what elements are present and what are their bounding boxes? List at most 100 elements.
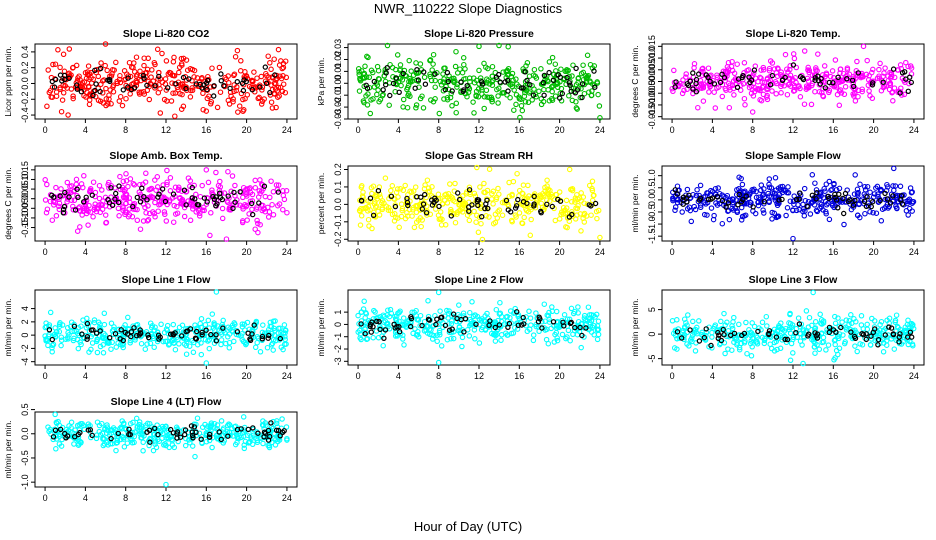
black-data-point xyxy=(134,194,140,201)
data-point xyxy=(521,214,527,221)
data-point xyxy=(504,321,511,327)
x-tick-label: 4 xyxy=(396,125,401,135)
data-point xyxy=(864,57,870,64)
black-data-point xyxy=(155,194,161,200)
data-point xyxy=(533,75,540,81)
data-point xyxy=(211,322,218,328)
data-point xyxy=(143,170,149,177)
data-point xyxy=(470,99,476,105)
data-point xyxy=(846,321,852,328)
data-point xyxy=(514,170,520,177)
data-point xyxy=(106,92,112,98)
data-point xyxy=(379,200,385,206)
data-point xyxy=(709,188,716,195)
black-data-point xyxy=(716,332,722,338)
black-data-point xyxy=(178,333,185,339)
data-point xyxy=(591,332,597,338)
data-point xyxy=(910,342,916,349)
data-point xyxy=(788,340,795,347)
data-point xyxy=(752,210,759,217)
data-point xyxy=(49,84,56,90)
data-point xyxy=(132,429,138,435)
data-point xyxy=(71,328,77,335)
data-point xyxy=(812,319,819,325)
black-data-point xyxy=(232,199,238,205)
data-point xyxy=(102,212,109,218)
data-point xyxy=(714,72,720,78)
data-point xyxy=(208,422,215,428)
data-point xyxy=(93,435,100,442)
x-tick-label: 8 xyxy=(436,125,441,135)
data-point xyxy=(191,67,198,74)
data-point xyxy=(133,73,140,79)
data-point xyxy=(75,345,82,352)
data-point xyxy=(266,444,273,451)
data-point xyxy=(392,211,398,217)
black-data-point xyxy=(374,318,380,324)
black-data-point xyxy=(568,88,574,94)
data-point xyxy=(547,198,553,204)
data-point xyxy=(490,331,497,338)
data-point xyxy=(523,63,529,69)
data-point xyxy=(758,187,764,194)
data-point xyxy=(69,328,75,335)
black-data-point xyxy=(841,210,847,217)
black-data-point xyxy=(719,197,726,204)
data-point xyxy=(858,313,865,319)
data-point xyxy=(460,310,467,316)
data-point xyxy=(889,89,895,96)
data-point xyxy=(434,332,440,338)
data-point xyxy=(244,319,251,326)
data-point xyxy=(456,324,463,331)
data-point xyxy=(825,342,832,348)
data-point xyxy=(386,102,392,108)
data-point xyxy=(748,338,754,344)
data-point xyxy=(152,61,158,68)
data-point xyxy=(379,92,386,99)
data-point xyxy=(756,194,762,201)
data-point xyxy=(370,69,376,76)
black-data-point xyxy=(804,203,810,209)
data-point xyxy=(161,209,168,215)
y-tick-label: -0.02 xyxy=(333,97,343,118)
data-point xyxy=(544,177,550,184)
data-point xyxy=(235,109,241,115)
data-point xyxy=(413,102,420,108)
black-data-point xyxy=(524,200,530,207)
data-point xyxy=(564,334,570,340)
data-point xyxy=(766,67,773,74)
black-data-point xyxy=(731,330,738,337)
data-point xyxy=(801,48,808,54)
data-point xyxy=(226,345,233,351)
data-point xyxy=(271,56,277,62)
black-data-point xyxy=(550,319,557,325)
data-point xyxy=(86,76,92,82)
data-point xyxy=(396,309,402,316)
black-data-point xyxy=(112,196,118,202)
data-point xyxy=(742,102,748,108)
data-point xyxy=(104,67,110,74)
data-point xyxy=(724,192,731,199)
black-data-point xyxy=(790,62,797,68)
data-point xyxy=(870,209,876,216)
black-data-point xyxy=(793,330,799,336)
x-tick-label: 20 xyxy=(242,371,252,381)
data-point xyxy=(55,418,61,425)
black-data-point xyxy=(751,67,758,73)
data-point xyxy=(170,59,177,65)
data-point xyxy=(538,66,544,72)
data-point xyxy=(94,349,101,356)
data-point xyxy=(493,194,500,201)
data-point xyxy=(711,89,717,95)
data-point xyxy=(531,66,538,73)
data-point xyxy=(355,312,361,319)
data-point xyxy=(754,341,761,347)
data-point xyxy=(52,331,58,338)
y-tick-label: 0.0 xyxy=(333,198,343,211)
data-point xyxy=(108,430,114,436)
data-point xyxy=(449,195,456,201)
data-point xyxy=(394,52,401,58)
data-point xyxy=(137,431,143,437)
data-point xyxy=(461,76,467,82)
data-point xyxy=(244,217,250,223)
